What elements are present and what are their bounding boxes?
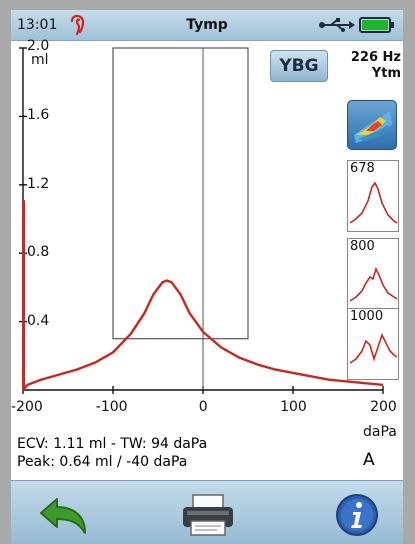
mini-tymp-curve	[349, 266, 398, 302]
tympanogram-plot	[19, 47, 384, 394]
view-3d-button[interactable]	[347, 100, 397, 150]
app-title: Tymp	[186, 17, 228, 33]
status-bar: 13:01 Tymp	[11, 10, 403, 41]
probe-frequency: 226 Hz Ytm	[331, 50, 403, 82]
tympanogram-curve	[22, 279, 384, 391]
x-axis-unit: daPa	[363, 424, 397, 440]
x-tick-label: 200	[370, 399, 397, 415]
printer-icon[interactable]	[179, 493, 237, 537]
mini-tymp-678[interactable]: 678	[347, 160, 399, 232]
normal-range-box	[112, 47, 249, 340]
clock: 13:01	[17, 17, 58, 33]
peak-readout: Peak: 0.64 ml / -40 daPa	[17, 454, 188, 470]
x-tick-label: 0	[198, 399, 208, 415]
test-ear-label: A	[363, 450, 375, 470]
screen: 13:01 Tymp	[11, 10, 403, 544]
ear-icon	[70, 14, 85, 36]
mini-tymp-label: 1000	[350, 309, 384, 324]
frequency-value: 226 Hz	[350, 50, 401, 65]
y-tick-label: 2.0	[27, 38, 50, 54]
mini-tymp-curve	[349, 332, 398, 364]
mini-tymp-label: 678	[350, 161, 375, 176]
mini-tymp-curve	[349, 181, 398, 224]
info-icon[interactable]	[335, 493, 379, 537]
ybg-button[interactable]: YBG	[270, 50, 328, 82]
x-tick-label: -200	[11, 399, 43, 415]
y-tick-label: 0.8	[27, 244, 50, 261]
back-arrow-icon[interactable]	[35, 495, 91, 539]
ecv-tw-readout: ECV: 1.11 ml - TW: 94 daPa	[17, 436, 208, 452]
mini-tymp-label: 800	[350, 239, 375, 254]
x-tick-label: 100	[280, 399, 307, 415]
y-axis-unit: ml	[31, 52, 49, 68]
mini-tymp-1000[interactable]: 1000	[347, 308, 399, 380]
measure-mode: Ytm	[371, 66, 401, 81]
usb-icon	[319, 18, 355, 32]
ecv-bar	[22, 200, 25, 390]
y-tick-label: 1.6	[27, 107, 50, 124]
x-tick-label: -100	[95, 399, 128, 415]
bottom-toolbar	[11, 480, 403, 544]
surface-plot-icon	[354, 111, 392, 143]
battery-icon	[359, 17, 394, 33]
y-tick-label: 1.2	[27, 175, 50, 192]
mini-tymp-800[interactable]: 800	[347, 238, 399, 310]
y-tick-label: 0.4	[27, 312, 50, 329]
